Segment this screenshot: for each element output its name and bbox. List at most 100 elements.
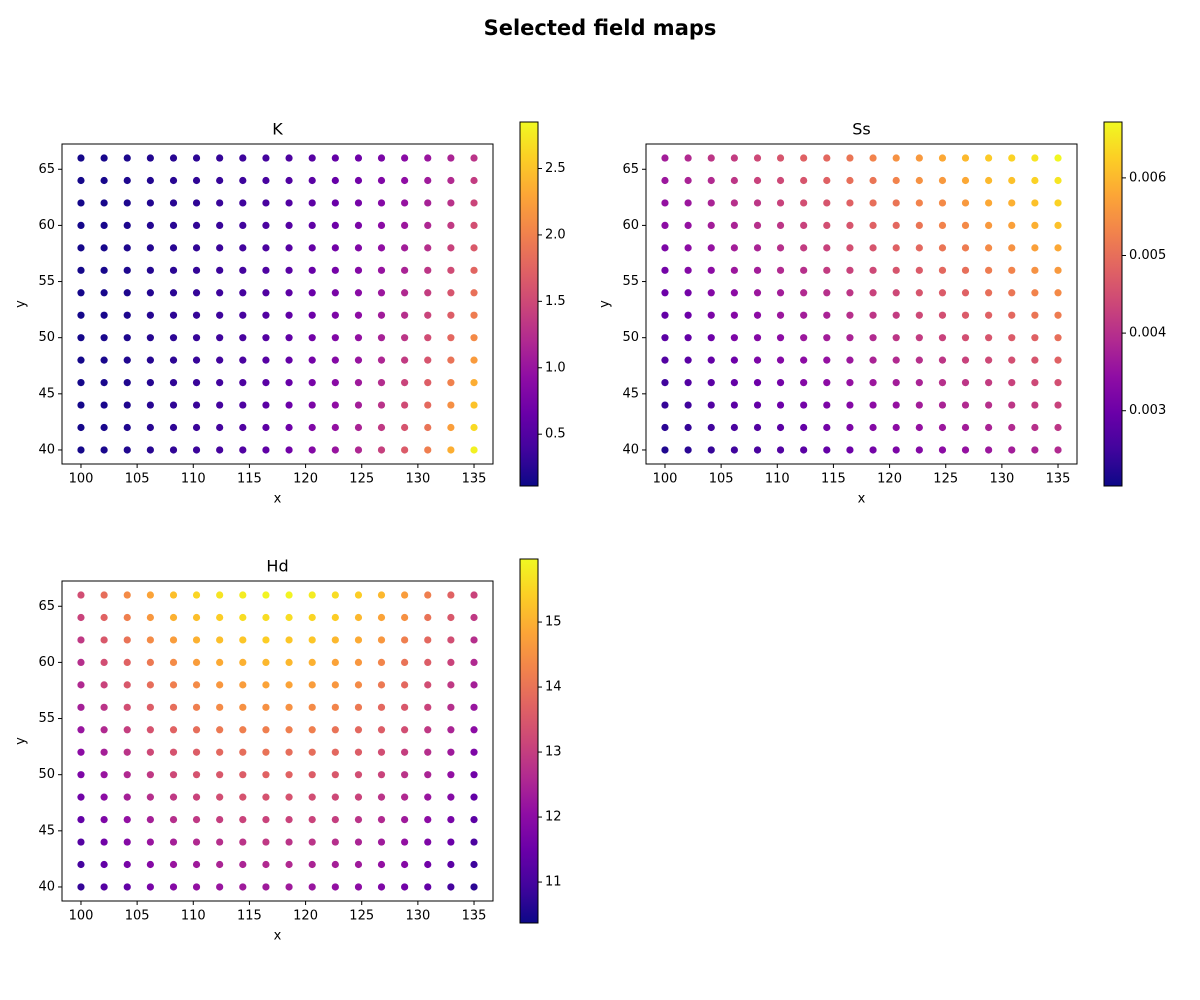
scatter-point (354, 658, 363, 667)
scatter-point (331, 356, 339, 364)
scatter-point (401, 771, 409, 779)
scatter-point (146, 838, 154, 846)
scatter-point (985, 378, 993, 387)
scatter-point (823, 334, 831, 342)
scatter-point (169, 703, 178, 711)
scatter-point (331, 613, 339, 622)
scatter-point (123, 883, 131, 891)
scatter-point (262, 591, 270, 599)
scatter-point (239, 793, 247, 801)
scatter-point (308, 289, 316, 297)
scatter-point (470, 356, 478, 364)
scatter-point (100, 423, 108, 432)
x-tick-label: 110 (765, 472, 790, 487)
scatter-point (192, 748, 201, 756)
scatter-point (1008, 356, 1016, 364)
x-tick-label: 130 (405, 472, 430, 487)
scatter-point (123, 771, 131, 779)
scatter-point (169, 334, 178, 342)
scatter-point (192, 176, 201, 185)
colorbar-tick-label: 1.5 (545, 294, 566, 309)
scatter-point (447, 176, 455, 185)
x-tick-label: 135 (462, 472, 487, 487)
scatter-point (262, 446, 270, 454)
scatter-point (938, 423, 947, 432)
scatter-point (169, 423, 178, 432)
colorbar-tick-label: 11 (545, 875, 562, 890)
scatter-point (1008, 334, 1016, 342)
scatter-point (846, 311, 854, 319)
scatter-point (308, 613, 316, 622)
scatter-point (331, 748, 339, 756)
scatter-point (146, 154, 154, 162)
scatter-point (707, 289, 715, 297)
scatter-point (753, 289, 762, 297)
scatter-point (470, 289, 478, 297)
scatter-point (869, 311, 877, 319)
scatter-point (892, 289, 900, 297)
x-tick-label: 105 (125, 472, 150, 487)
scatter-point (146, 289, 154, 297)
scatter-point (331, 446, 339, 454)
scatter-point (216, 815, 224, 824)
scatter-point (123, 356, 131, 364)
y-tick-label: 45 (622, 386, 639, 401)
scatter-point (192, 334, 201, 342)
y-tick-label: 40 (38, 442, 55, 457)
scatter-point (800, 154, 808, 162)
scatter-point (354, 199, 363, 207)
scatter-point (262, 311, 270, 319)
scatter-point (985, 289, 993, 297)
scatter-point (753, 356, 762, 364)
scatter-point (216, 378, 224, 387)
scatter-point (331, 176, 339, 185)
scatter-point (869, 176, 877, 185)
scatter-point (308, 199, 316, 207)
scatter-point (661, 221, 669, 230)
plot-area (62, 144, 493, 464)
scatter-point (1054, 378, 1062, 387)
scatter-point (77, 771, 85, 779)
scatter-point (470, 266, 478, 274)
scatter-point (146, 748, 154, 756)
scatter-point (123, 748, 131, 756)
scatter-point (869, 154, 877, 162)
scatter-point (262, 860, 270, 869)
scatter-point (100, 199, 108, 207)
scatter-point (470, 658, 478, 667)
scatter-point (192, 815, 201, 824)
scatter-point (961, 446, 970, 454)
scatter-point (100, 378, 108, 387)
scatter-point (823, 154, 831, 162)
scatter-point (1031, 401, 1039, 409)
scatter-point (77, 334, 85, 342)
x-tick-label: 110 (181, 909, 206, 924)
scatter-point (331, 793, 339, 801)
scatter-point (216, 726, 224, 734)
scatter-point (401, 266, 409, 274)
scatter-point (447, 726, 455, 734)
scatter-point (239, 748, 247, 756)
scatter-point (100, 244, 108, 252)
scatter-point (447, 658, 455, 667)
scatter-point (100, 636, 108, 644)
scatter-point (377, 591, 386, 599)
scatter-point (146, 199, 154, 207)
scatter-point (285, 591, 293, 599)
scatter-point (730, 266, 738, 274)
scatter-point (100, 613, 108, 622)
scatter-point (354, 703, 363, 711)
scatter-point (331, 658, 339, 667)
scatter-point (146, 334, 154, 342)
scatter-point (123, 266, 131, 274)
scatter-point (216, 658, 224, 667)
scatter-point (800, 356, 808, 364)
scatter-point (100, 356, 108, 364)
scatter-point (1031, 266, 1039, 274)
scatter-point (100, 289, 108, 297)
scatter-point (424, 176, 432, 185)
scatter-point (424, 334, 432, 342)
scatter-point (776, 334, 785, 342)
scatter-point (424, 221, 432, 230)
scatter-point (707, 356, 715, 364)
